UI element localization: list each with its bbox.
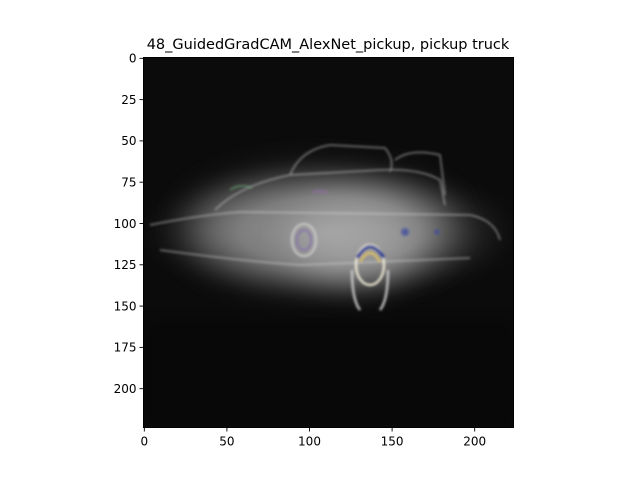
y-axis: 0 25 50 75 100 125 150 175 200 [114, 52, 144, 396]
y-tick-label: 125 [114, 258, 137, 272]
x-tick-label: 0 [141, 435, 149, 449]
x-tick-label: 50 [219, 435, 234, 449]
y-tick-label: 75 [121, 176, 136, 190]
y-tick-label: 25 [121, 93, 136, 107]
x-tick-label: 200 [463, 435, 486, 449]
axes-frame [143, 57, 514, 428]
x-tick-label: 100 [298, 435, 321, 449]
y-tick-label: 175 [114, 341, 137, 355]
x-tick-label: 150 [381, 435, 404, 449]
y-tick-label: 200 [114, 382, 137, 396]
x-axis: 0 50 100 150 200 [141, 427, 486, 449]
y-tick-label: 100 [114, 217, 137, 231]
figure-title: 48_GuidedGradCAM_AlexNet_pickup, pickup … [147, 37, 510, 53]
y-tick-label: 0 [129, 52, 137, 66]
saliency-image [144, 58, 514, 428]
y-tick-label: 50 [121, 134, 136, 148]
y-tick-label: 150 [114, 299, 137, 313]
